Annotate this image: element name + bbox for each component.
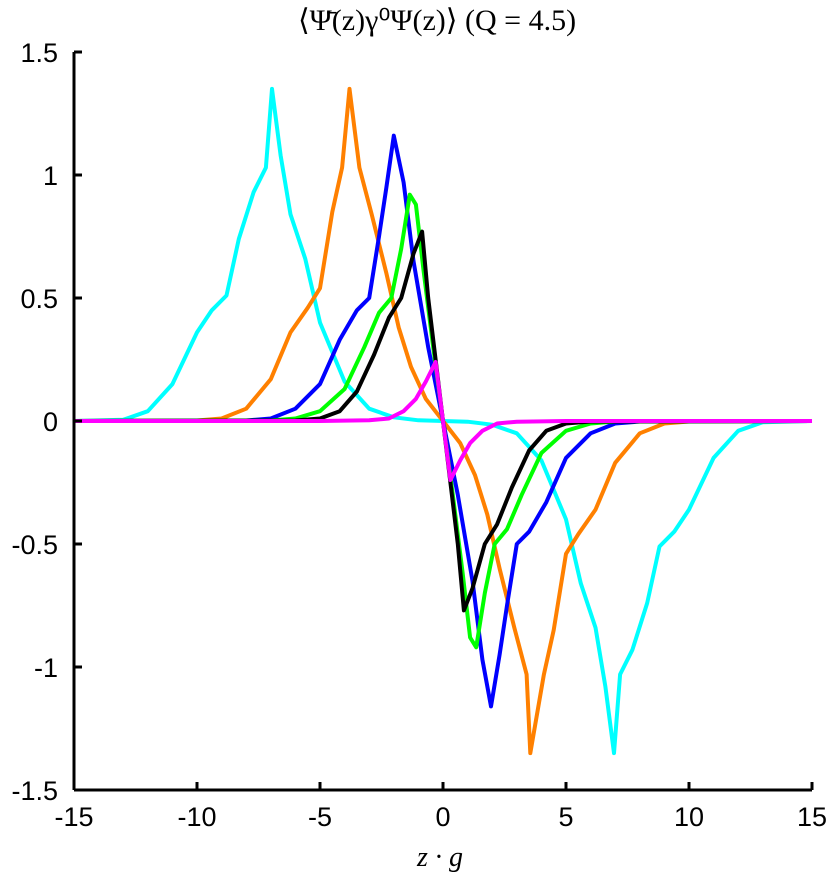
- y-ticks: -1.5 -1 -0.5 0 0.5 1 1.5: [11, 38, 82, 806]
- y-tick-label: 0: [43, 407, 58, 437]
- series-line-6: [74, 360, 812, 482]
- y-tick-label: 1: [43, 161, 58, 191]
- series-layer: [73, 86, 813, 756]
- chart-title: ⟨Ψ̄(z)γ⁰Ψ(z)⟩ (Q = 4.5): [298, 4, 576, 37]
- x-ticks: -15 -10 -5 0 5 10 15: [54, 782, 827, 832]
- x-tick-label: 15: [797, 802, 827, 832]
- x-tick-label: -10: [177, 802, 216, 832]
- y-tick-label: 0.5: [20, 284, 58, 314]
- x-tick-label: 0: [435, 802, 450, 832]
- y-tick-label: -1: [34, 653, 58, 683]
- x-tick-label: -15: [54, 802, 93, 832]
- x-tick-label: 10: [674, 802, 704, 832]
- x-tick-label: 5: [558, 802, 573, 832]
- x-tick-label: -5: [308, 802, 332, 832]
- x-axis-label: z · g: [416, 842, 463, 873]
- y-tick-label: -1.5: [11, 776, 58, 806]
- y-tick-label: -0.5: [11, 530, 58, 560]
- y-tick-label: 1.5: [20, 38, 58, 68]
